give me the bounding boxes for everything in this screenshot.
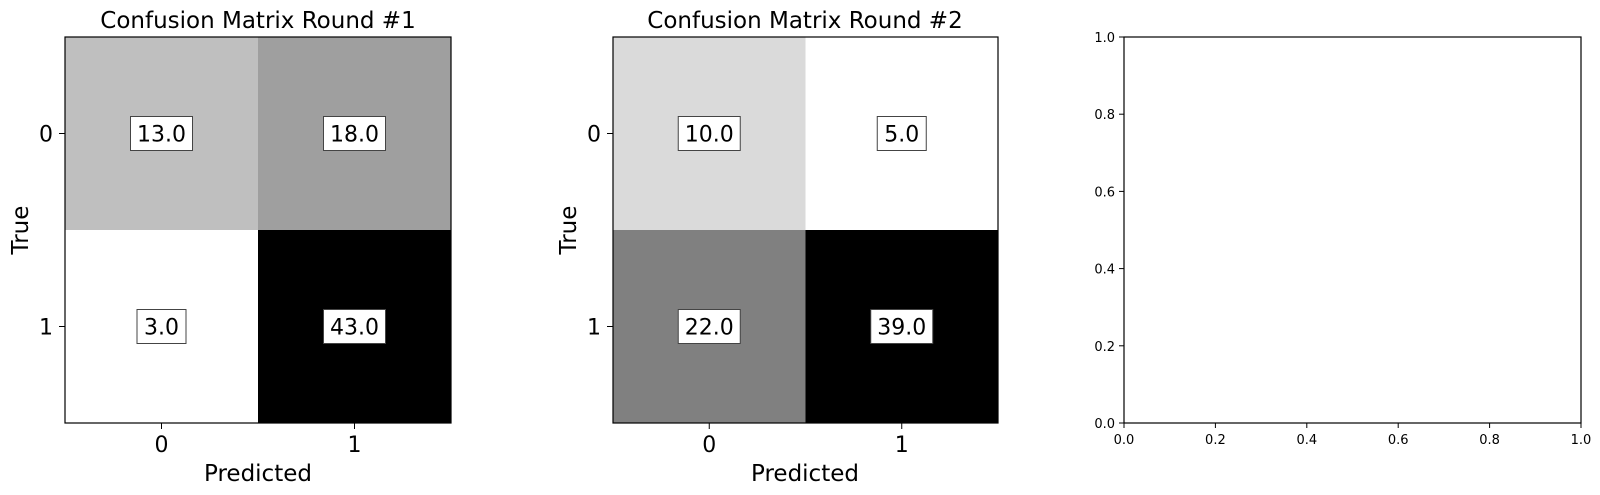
- x-axis-label: Predicted: [751, 461, 859, 487]
- cell-value-label: 5.0: [884, 123, 919, 148]
- y-tick-label: 0.0: [1094, 417, 1115, 432]
- confusion-matrix-round-2: Confusion Matrix Round #2 10.0 5.0 22.0 39.…: [556, 8, 999, 487]
- cell-label-box: [323, 116, 386, 151]
- x-tick-label: 1.0: [1571, 433, 1592, 448]
- x-tick-label: 0.8: [1479, 433, 1500, 448]
- chart-title: Confusion Matrix Round #1: [100, 8, 415, 34]
- x-tick-label: 0.0: [1114, 433, 1135, 448]
- cell-label-box: [136, 309, 187, 344]
- x-tick-label: 0: [155, 433, 169, 458]
- x-tick-label: 0.2: [1205, 433, 1226, 448]
- cell-value-label: 43.0: [330, 316, 379, 341]
- cell-label-box: [677, 309, 741, 344]
- plot-frame: [64, 36, 452, 424]
- y-axis-label: True: [556, 206, 582, 256]
- cell-label-box: [130, 116, 193, 151]
- cell-value-label: 3.0: [144, 316, 179, 341]
- empty-axes: 0.0 0.2 0.4 0.6 0.8 1.0 0.0 0.2 0.4 0.6 0.8 1.0: [1094, 31, 1591, 448]
- x-tick-label: 0.6: [1388, 433, 1409, 448]
- cell-value-label: 22.0: [685, 316, 734, 341]
- cell-value-label: 18.0: [330, 123, 379, 148]
- y-tick-label: 1.0: [1094, 31, 1115, 46]
- plot-frame: [1123, 36, 1582, 424]
- confusion-matrix-round-1: Confusion Matrix Round #1 13.0 18.0 3.0 43.…: [8, 8, 452, 487]
- cell-label-box: [323, 309, 386, 344]
- y-tick-label: 0: [39, 123, 53, 148]
- cell-label-box: [677, 116, 741, 151]
- y-tick-label: 0.8: [1094, 108, 1115, 123]
- y-tick-label: 0.2: [1094, 340, 1115, 355]
- cell-label-box: [870, 309, 934, 344]
- cell-label-box: [876, 116, 927, 151]
- cell-value-label: 10.0: [685, 123, 734, 148]
- cell-value-label: 13.0: [137, 123, 186, 148]
- x-tick-label: 1: [348, 433, 362, 458]
- y-tick-label: 0.6: [1094, 185, 1115, 200]
- chart-title: Confusion Matrix Round #2: [647, 8, 962, 34]
- x-tick-label: 1: [895, 433, 909, 458]
- y-tick-label: 0.4: [1094, 263, 1115, 278]
- x-axis-label: Predicted: [204, 461, 312, 487]
- y-tick-label: 1: [587, 316, 601, 341]
- x-tick-label: 0.4: [1296, 433, 1317, 448]
- y-tick-label: 1: [39, 316, 53, 341]
- x-tick-label: 0: [702, 433, 716, 458]
- y-axis-label: True: [8, 206, 34, 256]
- y-tick-label: 0: [587, 123, 601, 148]
- cell-value-label: 39.0: [877, 316, 926, 341]
- plot-frame: [612, 36, 999, 424]
